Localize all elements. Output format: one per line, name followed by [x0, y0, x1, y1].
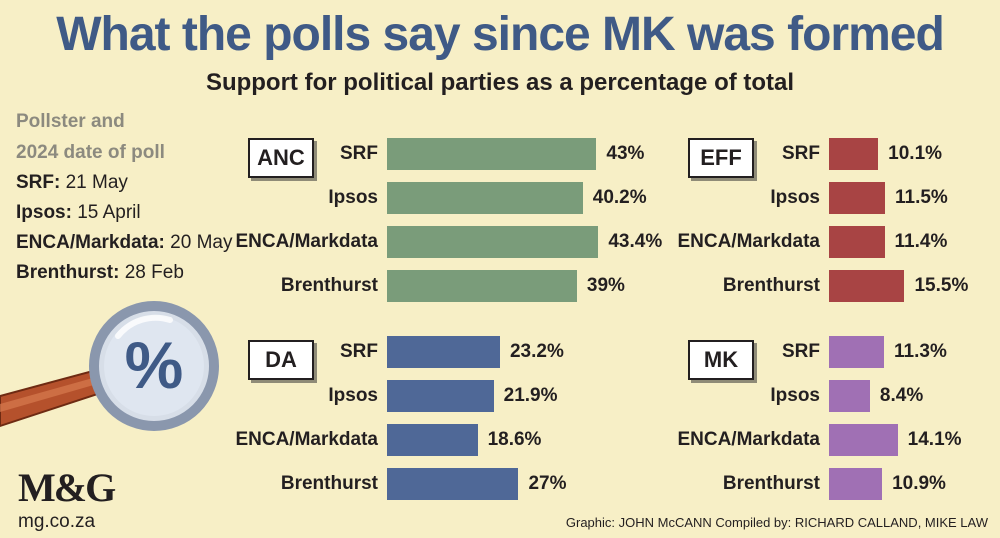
value-label-eff-srf: 10.1% — [888, 143, 943, 164]
pollster-label-da-brenthurst: Brenthurst — [280, 473, 378, 494]
bar-da-enca-markdata — [387, 424, 478, 456]
value-label-mk-brenthurst: 10.9% — [892, 473, 946, 494]
credits: Graphic: JOHN McCANN Compiled by: RICHAR… — [565, 515, 988, 530]
pollster-label-anc-enca-markdata: ENCA/Markdata — [235, 231, 378, 252]
party-label-anc: ANC — [248, 138, 314, 178]
legend-heading-line1: Pollster and — [16, 111, 125, 132]
value-label-mk-enca-markdata: 14.1% — [907, 429, 962, 450]
value-label-eff-ipsos: 11.5% — [895, 187, 948, 208]
party-label-mk: MK — [688, 340, 754, 380]
pollster-label-da-enca-markdata: ENCA/Markdata — [235, 429, 378, 450]
legend-entry-brenthurst: Brenthurst: 28 Feb — [16, 262, 184, 283]
logo-url: mg.co.za — [18, 511, 96, 532]
pollster-label-da-ipsos: Ipsos — [328, 385, 378, 406]
party-label-eff: EFF — [688, 138, 754, 178]
chart-subtitle: Support for political parties as a perce… — [205, 69, 795, 96]
value-label-mk-srf: 11.3% — [894, 341, 947, 362]
pollster-label-da-srf: SRF — [340, 341, 378, 362]
logo-text: M&G — [18, 465, 116, 510]
bar-anc-brenthurst — [387, 270, 577, 302]
value-label-anc-brenthurst: 39% — [586, 275, 625, 296]
pollster-label-anc-ipsos: Ipsos — [328, 187, 378, 208]
pollster-label-mk-srf: SRF — [782, 341, 820, 362]
legend-entry-enca: ENCA/Markdata: 20 May — [16, 232, 233, 253]
bar-da-ipsos — [387, 380, 494, 412]
chart-title: What the polls say since MK was formed — [56, 8, 945, 61]
percent-symbol: % — [125, 328, 184, 402]
value-label-anc-enca-markdata: 43.4% — [608, 231, 663, 252]
bar-eff-enca-markdata — [829, 226, 885, 258]
value-label-mk-ipsos: 8.4% — [879, 385, 924, 406]
value-label-da-ipsos: 21.9% — [503, 385, 558, 406]
pollster-label-eff-ipsos: Ipsos — [770, 187, 820, 208]
value-label-da-brenthurst: 27% — [528, 473, 567, 494]
value-label-eff-enca-markdata: 11.4% — [894, 231, 948, 252]
party-label-da: DA — [248, 340, 314, 380]
bar-anc-srf — [387, 138, 597, 170]
value-label-anc-srf: 43% — [606, 143, 645, 164]
pollster-legend: Pollster and 2024 date of poll SRF: 21 M… — [16, 106, 232, 288]
bar-da-brenthurst — [387, 468, 519, 500]
bar-eff-brenthurst — [829, 270, 905, 302]
legend-entry-ipsos: Ipsos: 15 April — [16, 202, 141, 223]
pollster-label-anc-srf: SRF — [340, 143, 378, 164]
pollster-label-eff-srf: SRF — [782, 143, 820, 164]
bar-mk-brenthurst — [829, 468, 883, 500]
pollster-label-anc-brenthurst: Brenthurst — [280, 275, 378, 296]
bar-eff-srf — [829, 138, 879, 170]
mg-logo: M&G mg.co.za — [18, 465, 116, 534]
bar-da-srf — [387, 336, 500, 368]
pollster-label-eff-brenthurst: Brenthurst — [722, 275, 820, 296]
bar-mk-ipsos — [829, 380, 870, 412]
value-label-eff-brenthurst: 15.5% — [914, 275, 969, 296]
legend-heading-line2: 2024 date of poll — [16, 142, 165, 163]
bar-eff-ipsos — [829, 182, 885, 214]
value-label-da-enca-markdata: 18.6% — [487, 429, 542, 450]
value-label-anc-ipsos: 40.2% — [592, 187, 647, 208]
bar-anc-enca-markdata — [387, 226, 599, 258]
pollster-label-mk-brenthurst: Brenthurst — [722, 473, 820, 494]
bar-mk-enca-markdata — [829, 424, 898, 456]
pollster-label-mk-enca-markdata: ENCA/Markdata — [677, 429, 820, 450]
bar-anc-ipsos — [387, 182, 583, 214]
value-label-da-srf: 23.2% — [509, 341, 564, 362]
pollster-label-eff-enca-markdata: ENCA/Markdata — [677, 231, 820, 252]
pollster-label-mk-ipsos: Ipsos — [770, 385, 820, 406]
bar-mk-srf — [829, 336, 885, 368]
legend-entry-srf: SRF: 21 May — [16, 172, 128, 193]
magnifier-percent-icon: % — [0, 301, 219, 431]
